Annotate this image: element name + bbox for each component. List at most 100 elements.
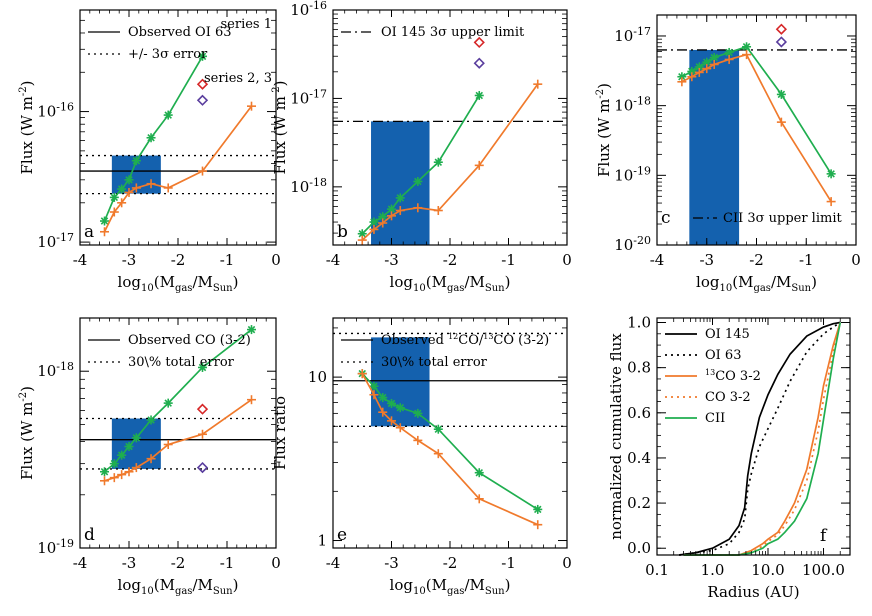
x-tick-label: -1 <box>220 251 235 269</box>
x-tick-label: -2 <box>443 554 458 572</box>
star-marker <box>413 176 423 186</box>
tick-base: 10 <box>614 166 633 184</box>
plus-marker <box>109 207 119 217</box>
star-marker <box>100 467 109 477</box>
label-part: 30\% total error <box>128 355 235 370</box>
tick-base: 10 <box>37 362 56 380</box>
series-annotation: series 2, 3 <box>204 71 272 86</box>
diamond-marker <box>196 403 209 415</box>
legend-label: OI 145 3σ upper limit <box>381 25 525 40</box>
y-tick-label: 10 <box>308 368 327 386</box>
x-tick-label: -3 <box>699 251 714 269</box>
star-marker-stroke <box>378 212 387 221</box>
plus-marker <box>533 520 543 530</box>
plus-marker <box>413 203 423 213</box>
star-marker-stroke <box>117 451 126 459</box>
x-tick-label: -4 <box>326 251 341 269</box>
star-marker-stroke <box>247 325 256 334</box>
label-part: /M <box>464 576 484 594</box>
star-marker <box>413 408 423 418</box>
label-part: ) <box>811 273 817 291</box>
star-marker-stroke <box>164 399 172 407</box>
tick-exponent: -18 <box>309 176 327 189</box>
x-tick-label: -4 <box>650 251 665 269</box>
x-axis-label: Radius (AU) <box>707 583 799 601</box>
star-marker-stroke <box>125 176 133 184</box>
label-part: log <box>390 576 414 594</box>
star-marker-stroke <box>132 434 141 442</box>
label-part: Sun <box>213 586 233 597</box>
plus-marker <box>163 183 173 193</box>
series-line-2 <box>678 321 841 556</box>
label-part: ) <box>505 273 511 291</box>
x-tick-label: 100.0 <box>802 561 845 579</box>
label-part: /M <box>192 576 212 594</box>
y-tick-label: 0.4 <box>627 449 651 467</box>
plus-marker <box>378 407 388 417</box>
star-marker <box>742 42 752 52</box>
star-marker-stroke <box>370 382 378 390</box>
plus-marker <box>433 449 443 459</box>
star-marker-stroke <box>695 63 704 71</box>
plus-marker <box>100 476 109 486</box>
panel-label: f <box>820 526 828 546</box>
plus-marker <box>131 183 141 193</box>
diamond-marker <box>196 94 209 106</box>
star-marker-stroke <box>147 134 155 142</box>
plus-marker <box>198 429 207 439</box>
star-marker <box>131 156 141 166</box>
diamond-marker <box>775 23 788 35</box>
label-part: (M <box>154 576 175 594</box>
plus-marker <box>163 440 173 450</box>
star-marker <box>378 212 388 222</box>
star-marker <box>776 89 786 99</box>
tick-exponent: -16 <box>56 101 74 114</box>
panel-f: 0.1 1.0 10.0 100.0 0.0 0.2 0.4 0.6 0.8 1.0 Radius … <box>607 314 851 601</box>
star-marker-stroke <box>164 111 172 119</box>
x-tick-label: -3 <box>122 554 137 572</box>
star-marker <box>474 90 484 100</box>
tick-base: 10 <box>37 233 56 251</box>
star-marker-stroke <box>110 459 119 468</box>
label-part: -2 <box>595 89 606 99</box>
star-marker <box>117 184 127 194</box>
label-part: (M <box>732 273 753 291</box>
series-line-1 <box>678 321 841 556</box>
label-part: (M <box>426 273 447 291</box>
panel-label: d <box>84 525 95 545</box>
axes-frame <box>656 317 851 556</box>
star-marker <box>433 424 443 434</box>
y-tick-label: 10-17 <box>290 87 327 107</box>
label-part: -2 <box>18 392 29 402</box>
tick-base: 10 <box>290 1 309 19</box>
star-marker <box>109 459 119 469</box>
star-marker-stroke <box>370 218 378 226</box>
star-marker-stroke <box>198 52 207 61</box>
y-tick-label: 0.0 <box>627 539 651 557</box>
label-part: gas <box>447 283 465 294</box>
y-tick-label: 0.8 <box>627 359 651 377</box>
star-marker <box>100 216 109 226</box>
label-part: normalized cumulative flux <box>607 333 625 540</box>
label-part: CO (3-2) <box>493 333 549 348</box>
x-tick-label: -3 <box>384 554 399 572</box>
x-tick-label: -1 <box>799 251 814 269</box>
x-tick-label: 0 <box>851 251 861 269</box>
star-marker <box>131 433 141 443</box>
star-marker-stroke <box>434 425 443 433</box>
tick-exponent: -17 <box>56 231 74 244</box>
plus-marker <box>109 473 119 483</box>
tick-base: 10 <box>290 178 309 196</box>
label-part: OI 63 <box>705 348 741 363</box>
legend-label: OI 63 <box>705 348 741 363</box>
plus-marker <box>124 187 134 197</box>
observation-range-box <box>689 49 740 245</box>
legend-label: CO 3-2 <box>705 390 751 405</box>
star-marker-stroke <box>125 442 133 451</box>
star-marker <box>198 51 207 61</box>
label-part: /M <box>771 273 791 291</box>
series-line-1 <box>103 328 253 473</box>
plus-marker <box>378 218 388 228</box>
star-marker <box>474 468 484 478</box>
